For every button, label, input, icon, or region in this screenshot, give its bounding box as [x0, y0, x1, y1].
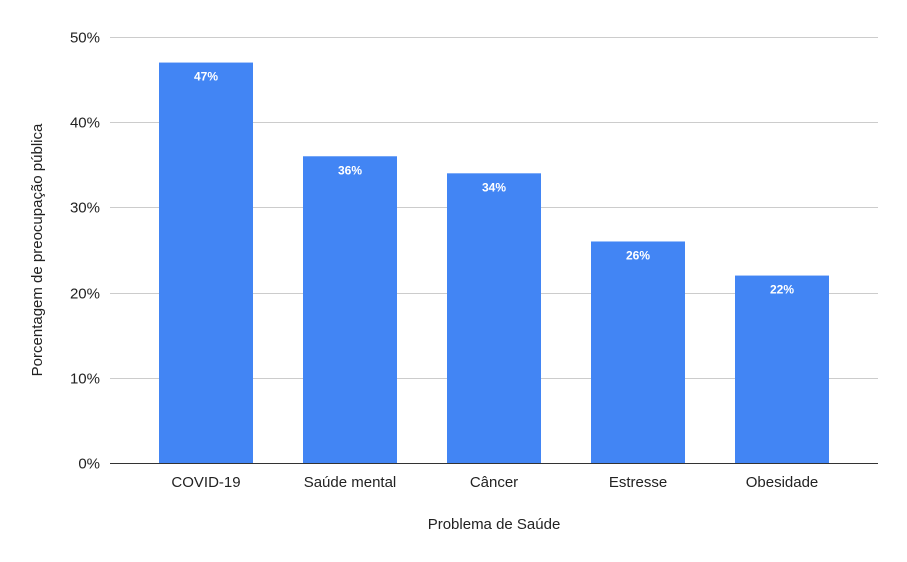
- x-tick-label: Saúde mental: [304, 474, 397, 491]
- x-tick-label: Obesidade: [746, 474, 819, 491]
- data-label: 22%: [770, 283, 794, 297]
- bar-1: [159, 62, 253, 464]
- data-label: 36%: [338, 163, 362, 177]
- x-tick-label: Estresse: [609, 474, 667, 491]
- x-tick-label: COVID-19: [171, 474, 240, 491]
- x-axis-ticks: COVID-19 Saúde mental Câncer Estresse Obesid…: [171, 474, 818, 491]
- y-tick-label: 10%: [70, 371, 100, 388]
- x-tick-label: Câncer: [470, 474, 518, 491]
- y-tick-label: 50%: [70, 30, 100, 47]
- y-axis-title: Porcentagem de preocupação pública: [29, 123, 46, 376]
- y-axis-ticks: 0% 10% 20% 30% 40% 50%: [70, 30, 100, 473]
- y-tick-label: 40%: [70, 115, 100, 132]
- y-tick-label: 0%: [78, 456, 100, 473]
- data-label: 34%: [482, 180, 506, 194]
- bar-5: [735, 275, 829, 463]
- bar-4: [591, 241, 685, 463]
- bar-2: [303, 156, 397, 463]
- y-tick-label: 20%: [70, 286, 100, 303]
- x-axis-title: Problema de Saúde: [428, 516, 561, 533]
- data-label: 47%: [194, 70, 218, 84]
- y-tick-label: 30%: [70, 200, 100, 217]
- bars: 47% 36% 34% 26% 22%: [159, 62, 829, 464]
- data-label: 26%: [626, 248, 650, 262]
- bar-3: [447, 173, 541, 463]
